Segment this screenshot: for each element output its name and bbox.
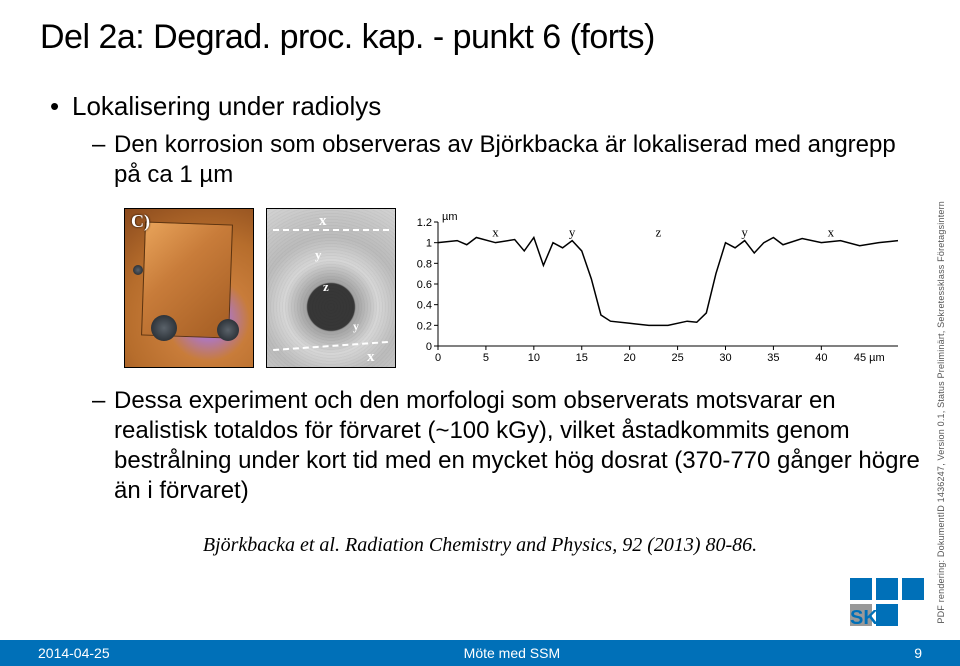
svg-text:15: 15 bbox=[576, 352, 588, 364]
sem-letter-x1: x bbox=[319, 213, 327, 230]
svg-text:y: y bbox=[569, 225, 576, 240]
bullet-1: Lokalisering under radiolys Den korrosio… bbox=[50, 91, 920, 506]
logo-text: SKB bbox=[850, 607, 892, 628]
figure-row: C) x y z y x 0 0.2 0.4 0.6 0.8 1 1.2 µm 0 5 10 15 20… bbox=[124, 208, 920, 368]
sem-image: x y z y x bbox=[266, 208, 396, 368]
svg-text:z: z bbox=[656, 225, 662, 240]
svg-text:10: 10 bbox=[528, 352, 540, 364]
svg-text:35: 35 bbox=[767, 352, 779, 364]
copper-photo: C) bbox=[124, 208, 254, 368]
svg-text:0.6: 0.6 bbox=[417, 279, 432, 291]
sem-letter-x2: x bbox=[367, 349, 375, 366]
svg-text:5: 5 bbox=[483, 352, 489, 364]
svg-text:x: x bbox=[828, 225, 835, 240]
skb-logo: SKB bbox=[850, 578, 924, 628]
sem-letter-y1: y bbox=[315, 247, 322, 263]
svg-text:0.8: 0.8 bbox=[417, 258, 432, 270]
bullet-1-text: Lokalisering under radiolys bbox=[72, 91, 381, 121]
svg-text:45 µm: 45 µm bbox=[854, 352, 885, 364]
svg-text:0: 0 bbox=[435, 352, 441, 364]
sem-letter-y2: y bbox=[353, 319, 359, 334]
svg-text:µm: µm bbox=[442, 211, 458, 223]
copper-label: C) bbox=[131, 211, 150, 232]
svg-text:0.2: 0.2 bbox=[417, 320, 432, 332]
svg-text:25: 25 bbox=[671, 352, 683, 364]
profile-chart: 0 0.2 0.4 0.6 0.8 1 1.2 µm 0 5 10 15 20 25 30 35 40 45 µm… bbox=[408, 208, 908, 368]
svg-text:40: 40 bbox=[815, 352, 827, 364]
footer-date: 2014-04-25 bbox=[38, 645, 110, 661]
svg-text:x: x bbox=[492, 225, 499, 240]
sem-letter-z: z bbox=[323, 279, 329, 295]
subbullet-1: Den korrosion som observeras av Björkbac… bbox=[92, 130, 920, 190]
svg-text:1: 1 bbox=[426, 238, 432, 250]
subbullet-2: Dessa experiment och den morfologi som o… bbox=[92, 386, 920, 506]
footer-page: 9 bbox=[914, 645, 922, 661]
footer: 2014-04-25 Möte med SSM 9 bbox=[0, 640, 960, 666]
citation: Björkbacka et al. Radiation Chemistry an… bbox=[40, 534, 920, 557]
page-title: Del 2a: Degrad. proc. kap. - punkt 6 (fo… bbox=[40, 18, 920, 57]
svg-text:20: 20 bbox=[624, 352, 636, 364]
svg-text:0: 0 bbox=[426, 341, 432, 353]
svg-text:1.2: 1.2 bbox=[417, 217, 432, 229]
footer-title: Möte med SSM bbox=[110, 645, 915, 661]
svg-text:30: 30 bbox=[719, 352, 731, 364]
svg-text:y: y bbox=[741, 225, 748, 240]
side-metadata: PDF rendering: DokumentID 1436247, Versi… bbox=[936, 201, 946, 624]
svg-text:0.4: 0.4 bbox=[417, 300, 432, 312]
